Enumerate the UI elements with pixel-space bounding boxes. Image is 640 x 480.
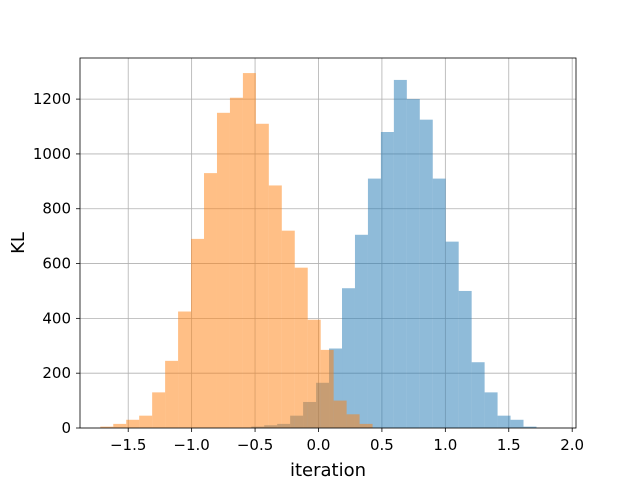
histogram-bar-series-1 xyxy=(380,132,394,428)
x-axis-ticks: −1.5 −1.0 −0.5 0.0 0.5 1.0 1.5 2.0 xyxy=(110,428,584,454)
x-tick-label: 1.5 xyxy=(497,436,521,454)
x-tick-label: 1.0 xyxy=(433,436,457,454)
histogram-bar-series-2 xyxy=(242,73,256,429)
histogram-bar-series-2 xyxy=(139,415,153,428)
x-tick-label: 0.5 xyxy=(370,436,394,454)
y-tick-label: 800 xyxy=(42,200,71,218)
histogram-bars xyxy=(100,73,537,429)
x-tick-label: −1.5 xyxy=(110,436,146,454)
histogram-bar-series-1 xyxy=(458,290,472,428)
histogram-bar-series-2 xyxy=(229,97,243,429)
histogram-bar-series-2 xyxy=(204,173,217,428)
x-axis-label: iteration xyxy=(290,460,366,480)
histogram-bar-series-1 xyxy=(406,99,420,428)
histogram-bar-series-2 xyxy=(281,230,295,428)
histogram-bar-series-2 xyxy=(255,123,269,429)
histogram-bar-series-1 xyxy=(432,178,446,428)
histogram-bar-series-1 xyxy=(510,419,524,428)
x-tick-label: −0.5 xyxy=(237,436,273,454)
histogram-bar-series-1 xyxy=(445,241,459,428)
histogram-bar-series-2 xyxy=(126,419,140,428)
histogram-bar-series-2 xyxy=(359,423,373,428)
histogram-bar-series-2 xyxy=(216,112,230,428)
y-tick-label: 1200 xyxy=(33,90,71,108)
histogram-bar-series-2 xyxy=(333,400,347,428)
histogram-bar-series-2 xyxy=(100,426,114,428)
histogram-bar-series-1 xyxy=(342,288,355,428)
y-tick-label: 400 xyxy=(42,309,71,327)
y-axis-ticks: 0 200 400 600 800 1000 1200 xyxy=(33,90,80,437)
histogram-bar-series-1 xyxy=(367,178,381,428)
histogram-bar-series-2 xyxy=(346,414,360,428)
histogram-bar-series-2 xyxy=(152,392,166,428)
x-tick-label: 2.0 xyxy=(560,436,584,454)
y-tick-label: 600 xyxy=(42,255,71,273)
y-axis-label: KL xyxy=(8,232,29,254)
histogram-bar-series-2 xyxy=(165,360,179,428)
histogram-bar-series-2 xyxy=(294,267,308,428)
histogram-bar-series-2 xyxy=(320,349,334,428)
y-tick-label: 1000 xyxy=(33,145,71,163)
histogram-bar-series-1 xyxy=(523,426,537,428)
histogram-bar-series-2 xyxy=(268,185,282,428)
histogram-bar-series-2 xyxy=(191,238,205,428)
x-tick-label: 0.0 xyxy=(307,436,331,454)
histogram-bar-series-1 xyxy=(484,392,498,428)
histogram-bar-series-2 xyxy=(178,311,192,428)
histogram-bar-series-1 xyxy=(393,79,407,428)
histogram-bar-series-1 xyxy=(471,362,485,428)
histogram-bar-series-2 xyxy=(113,423,127,428)
histogram-bar-series-1 xyxy=(419,119,433,429)
y-tick-label: 0 xyxy=(61,419,71,437)
x-tick-label: −1.0 xyxy=(173,436,209,454)
plot-frame xyxy=(79,57,577,429)
histogram-bar-series-1 xyxy=(354,234,368,428)
y-tick-label: 200 xyxy=(42,364,71,382)
histogram-bar-series-1 xyxy=(497,415,511,428)
histogram-bar-series-2 xyxy=(307,319,321,428)
